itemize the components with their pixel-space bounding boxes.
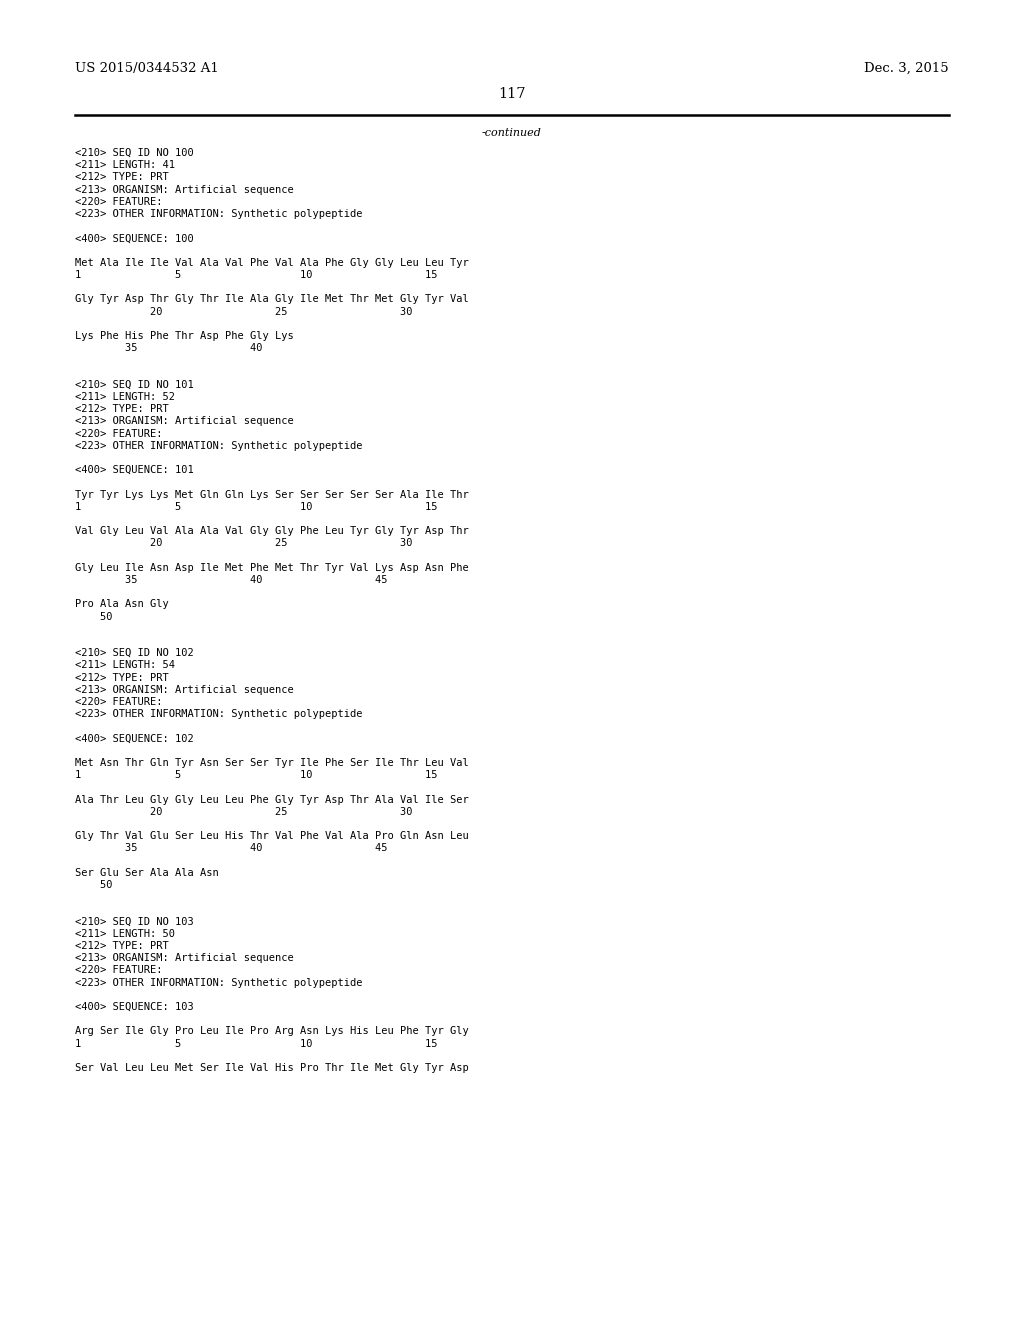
Text: <212> TYPE: PRT: <212> TYPE: PRT — [75, 404, 169, 414]
Text: Gly Tyr Asp Thr Gly Thr Ile Ala Gly Ile Met Thr Met Gly Tyr Val: Gly Tyr Asp Thr Gly Thr Ile Ala Gly Ile … — [75, 294, 469, 305]
Text: Val Gly Leu Val Ala Ala Val Gly Gly Phe Leu Tyr Gly Tyr Asp Thr: Val Gly Leu Val Ala Ala Val Gly Gly Phe … — [75, 527, 469, 536]
Text: US 2015/0344532 A1: US 2015/0344532 A1 — [75, 62, 219, 75]
Text: <223> OTHER INFORMATION: Synthetic polypeptide: <223> OTHER INFORMATION: Synthetic polyp… — [75, 978, 362, 987]
Text: Dec. 3, 2015: Dec. 3, 2015 — [864, 62, 949, 75]
Text: <400> SEQUENCE: 100: <400> SEQUENCE: 100 — [75, 234, 194, 243]
Text: Ser Val Leu Leu Met Ser Ile Val His Pro Thr Ile Met Gly Tyr Asp: Ser Val Leu Leu Met Ser Ile Val His Pro … — [75, 1063, 469, 1073]
Text: 20                  25                  30: 20 25 30 — [75, 807, 413, 817]
Text: 35                  40                  45: 35 40 45 — [75, 576, 387, 585]
Text: <213> ORGANISM: Artificial sequence: <213> ORGANISM: Artificial sequence — [75, 185, 294, 194]
Text: 1               5                   10                  15: 1 5 10 15 — [75, 1039, 437, 1048]
Text: 1               5                   10                  15: 1 5 10 15 — [75, 271, 437, 280]
Text: 1               5                   10                  15: 1 5 10 15 — [75, 502, 437, 512]
Text: Gly Thr Val Glu Ser Leu His Thr Val Phe Val Ala Pro Gln Asn Leu: Gly Thr Val Glu Ser Leu His Thr Val Phe … — [75, 832, 469, 841]
Text: 50: 50 — [75, 611, 113, 622]
Text: <223> OTHER INFORMATION: Synthetic polypeptide: <223> OTHER INFORMATION: Synthetic polyp… — [75, 709, 362, 719]
Text: Gly Leu Ile Asn Asp Ile Met Phe Met Thr Tyr Val Lys Asp Asn Phe: Gly Leu Ile Asn Asp Ile Met Phe Met Thr … — [75, 562, 469, 573]
Text: <211> LENGTH: 52: <211> LENGTH: 52 — [75, 392, 175, 403]
Text: <212> TYPE: PRT: <212> TYPE: PRT — [75, 173, 169, 182]
Text: 35                  40                  45: 35 40 45 — [75, 843, 387, 854]
Text: <210> SEQ ID NO 100: <210> SEQ ID NO 100 — [75, 148, 194, 158]
Text: <210> SEQ ID NO 103: <210> SEQ ID NO 103 — [75, 916, 194, 927]
Text: 117: 117 — [499, 87, 525, 102]
Text: Ala Thr Leu Gly Gly Leu Leu Phe Gly Tyr Asp Thr Ala Val Ile Ser: Ala Thr Leu Gly Gly Leu Leu Phe Gly Tyr … — [75, 795, 469, 805]
Text: 1               5                   10                  15: 1 5 10 15 — [75, 770, 437, 780]
Text: <210> SEQ ID NO 101: <210> SEQ ID NO 101 — [75, 380, 194, 389]
Text: <210> SEQ ID NO 102: <210> SEQ ID NO 102 — [75, 648, 194, 659]
Text: 35                  40: 35 40 — [75, 343, 262, 354]
Text: Lys Phe His Phe Thr Asp Phe Gly Lys: Lys Phe His Phe Thr Asp Phe Gly Lys — [75, 331, 294, 341]
Text: 20                  25                  30: 20 25 30 — [75, 539, 413, 548]
Text: <211> LENGTH: 54: <211> LENGTH: 54 — [75, 660, 175, 671]
Text: <400> SEQUENCE: 103: <400> SEQUENCE: 103 — [75, 1002, 194, 1012]
Text: -continued: -continued — [482, 128, 542, 139]
Text: 50: 50 — [75, 880, 113, 890]
Text: Met Ala Ile Ile Val Ala Val Phe Val Ala Phe Gly Gly Leu Leu Tyr: Met Ala Ile Ile Val Ala Val Phe Val Ala … — [75, 257, 469, 268]
Text: <212> TYPE: PRT: <212> TYPE: PRT — [75, 673, 169, 682]
Text: <223> OTHER INFORMATION: Synthetic polypeptide: <223> OTHER INFORMATION: Synthetic polyp… — [75, 441, 362, 451]
Text: 20                  25                  30: 20 25 30 — [75, 306, 413, 317]
Text: Arg Ser Ile Gly Pro Leu Ile Pro Arg Asn Lys His Leu Phe Tyr Gly: Arg Ser Ile Gly Pro Leu Ile Pro Arg Asn … — [75, 1027, 469, 1036]
Text: Met Asn Thr Gln Tyr Asn Ser Ser Tyr Ile Phe Ser Ile Thr Leu Val: Met Asn Thr Gln Tyr Asn Ser Ser Tyr Ile … — [75, 758, 469, 768]
Text: <213> ORGANISM: Artificial sequence: <213> ORGANISM: Artificial sequence — [75, 953, 294, 964]
Text: <220> FEATURE:: <220> FEATURE: — [75, 965, 163, 975]
Text: Tyr Tyr Lys Lys Met Gln Gln Lys Ser Ser Ser Ser Ser Ala Ile Thr: Tyr Tyr Lys Lys Met Gln Gln Lys Ser Ser … — [75, 490, 469, 499]
Text: <220> FEATURE:: <220> FEATURE: — [75, 697, 163, 708]
Text: <400> SEQUENCE: 101: <400> SEQUENCE: 101 — [75, 465, 194, 475]
Text: <400> SEQUENCE: 102: <400> SEQUENCE: 102 — [75, 734, 194, 743]
Text: Pro Ala Asn Gly: Pro Ala Asn Gly — [75, 599, 169, 610]
Text: <213> ORGANISM: Artificial sequence: <213> ORGANISM: Artificial sequence — [75, 416, 294, 426]
Text: <211> LENGTH: 50: <211> LENGTH: 50 — [75, 929, 175, 939]
Text: <213> ORGANISM: Artificial sequence: <213> ORGANISM: Artificial sequence — [75, 685, 294, 694]
Text: <220> FEATURE:: <220> FEATURE: — [75, 197, 163, 207]
Text: <211> LENGTH: 41: <211> LENGTH: 41 — [75, 160, 175, 170]
Text: Ser Glu Ser Ala Ala Asn: Ser Glu Ser Ala Ala Asn — [75, 867, 219, 878]
Text: <223> OTHER INFORMATION: Synthetic polypeptide: <223> OTHER INFORMATION: Synthetic polyp… — [75, 209, 362, 219]
Text: <220> FEATURE:: <220> FEATURE: — [75, 429, 163, 438]
Text: <212> TYPE: PRT: <212> TYPE: PRT — [75, 941, 169, 950]
